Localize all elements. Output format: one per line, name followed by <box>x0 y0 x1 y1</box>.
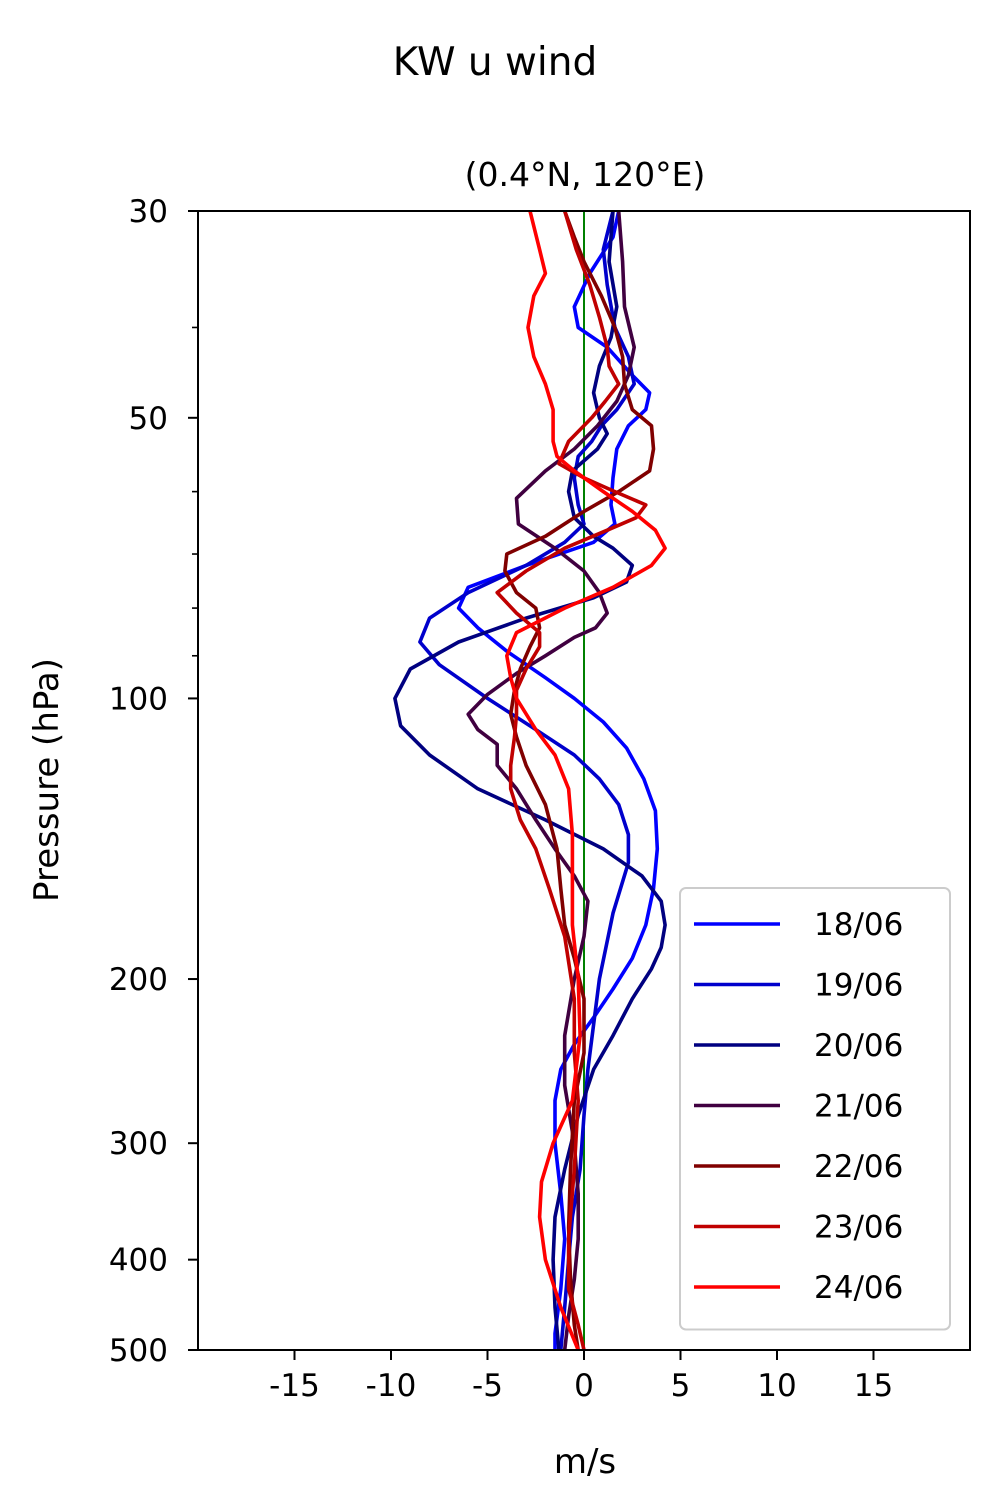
series-line-20-06 <box>393 211 667 1350</box>
series-line-23-06 <box>495 211 648 1350</box>
y-tick-label: 200 <box>109 962 168 998</box>
series-line-18-06 <box>456 211 660 1350</box>
legend-label: 20/06 <box>814 1028 903 1064</box>
series-line-24-06 <box>505 211 667 1350</box>
x-tick-label: 10 <box>757 1368 796 1404</box>
y-tick-label: 30 <box>129 194 168 230</box>
y-tick-label: 500 <box>109 1333 168 1369</box>
legend-label: 18/06 <box>814 907 903 943</box>
x-tick-label: -5 <box>472 1368 503 1404</box>
legend-label: 19/06 <box>814 968 903 1004</box>
legend-label: 24/06 <box>814 1270 903 1306</box>
x-tick-label: -10 <box>366 1368 417 1404</box>
x-tick-label: 15 <box>854 1368 893 1404</box>
plot-area: -15 -10 -5 0 5 10 15 30 50 100 200 300 400 500 <box>109 194 971 1404</box>
x-tick-label: 5 <box>671 1368 691 1404</box>
legend-label: 21/06 <box>814 1089 903 1125</box>
y-tick-label: 100 <box>109 681 168 717</box>
y-axis-label: Pressure (hPa) <box>27 658 67 902</box>
x-tick-label: 0 <box>574 1368 594 1404</box>
y-tick-label: 300 <box>109 1126 168 1162</box>
x-axis-label: m/s <box>554 1442 616 1482</box>
legend-label: 22/06 <box>814 1149 903 1185</box>
legend-box <box>679 887 951 1331</box>
x-tick-label: -15 <box>269 1368 320 1404</box>
y-tick-label: 50 <box>129 401 168 437</box>
series-line-22-06 <box>503 211 656 1350</box>
legend-label: 23/06 <box>814 1210 903 1246</box>
y-tick-label: 400 <box>109 1243 168 1279</box>
series-line-21-06 <box>466 211 636 1350</box>
chart-title: KW u wind <box>393 40 597 85</box>
legend: 18/06 19/06 20/06 21/06 22/06 23/06 24/06 <box>679 887 951 1331</box>
chart-subtitle: (0.4°N, 120°E) <box>465 155 706 194</box>
